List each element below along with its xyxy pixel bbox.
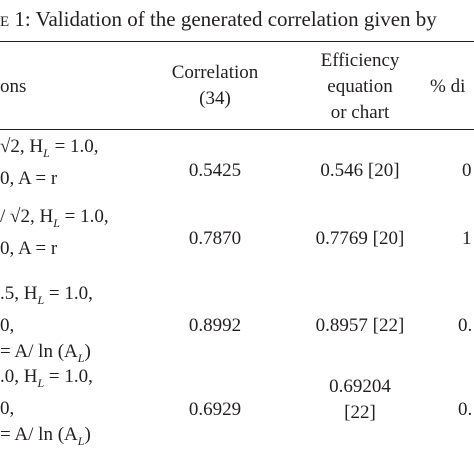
row-1-cond-tail: = 1.0, — [49, 136, 99, 157]
row-3-cond-line2: 0, — [0, 314, 15, 336]
header-conditions: ons — [0, 76, 27, 97]
row-4-efficiency-line1: 0.69204 — [329, 376, 391, 397]
table-row-2-conditions: / √2, HL = 1.0, 0, A = r — [0, 204, 160, 262]
row-4-cond-line2: 0, — [0, 397, 15, 419]
row-2-correlation: 0.7870 — [188, 228, 242, 249]
row-4-cond-line3-tail: ) — [84, 423, 91, 445]
top-rule — [0, 41, 474, 42]
header-percent-diff: % di — [430, 76, 466, 97]
row-1-cond-sub: L — [43, 145, 50, 160]
row-1-cond-line2: 0, A = r — [0, 167, 58, 189]
row-1-correlation: 0.5425 — [188, 160, 242, 181]
row-2-cond-sub: L — [53, 215, 60, 230]
header-correlation-line1: Correlation — [171, 62, 259, 83]
row-4-diff: 0. — [458, 399, 473, 420]
table-row-1-conditions: √2, HL = 1.0, 0, A = r — [0, 134, 160, 192]
row-2-cond-tail: = 1.0, — [59, 206, 109, 227]
row-3-cond-sub: L — [37, 292, 45, 307]
header-efficiency-line1: Efficiency — [320, 50, 400, 71]
caption-text: : Validation of the generated correlatio… — [24, 7, 437, 31]
header-correlation-line2: (34) — [199, 88, 231, 109]
row-4-cond-line3-sub: L — [77, 433, 85, 448]
row-4-cond-sub: L — [37, 375, 45, 390]
table-row-4-conditions: .0, HL = 1.0, 0, = A/ ln (AL) — [0, 364, 160, 454]
row-3-correlation: 0.8992 — [188, 315, 242, 336]
row-4-cond-tail: = 1.0, — [44, 366, 93, 387]
header-efficiency: Efficiency equation or chart — [290, 48, 430, 126]
header-rule — [0, 129, 474, 130]
row-4-cond-line3: = A/ ln (A — [0, 423, 78, 445]
row-3-efficiency: 0.8957 [22] — [315, 315, 405, 336]
row-4-efficiency: 0.69204 [22] — [290, 374, 430, 426]
row-3-cond-line3: = A/ ln (A — [0, 340, 78, 362]
row-3-cond-line3-tail: ) — [84, 340, 91, 362]
row-2-cond-line1: / √2, H — [0, 206, 54, 227]
row-4-efficiency-line2: [22] — [344, 402, 376, 423]
header-efficiency-line3: or chart — [330, 102, 390, 123]
row-4-cond-line1: .0, H — [0, 366, 38, 387]
row-2-efficiency: 0.7769 [20] — [315, 228, 405, 249]
table-row-3-conditions: .5, HL = 1.0, 0, = A/ ln (AL) — [0, 281, 160, 371]
header-correlation: Correlation (34) — [150, 60, 280, 112]
row-3-cond-tail: = 1.0, — [44, 283, 93, 304]
row-1-diff: 0 — [462, 160, 472, 181]
row-2-diff: 1 — [462, 228, 472, 249]
row-4-correlation: 0.6929 — [188, 399, 242, 420]
row-3-cond-line1: .5, H — [0, 283, 38, 304]
row-1-cond-line1: √2, H — [0, 136, 44, 157]
row-3-cond-line3-sub: L — [77, 350, 85, 365]
caption-prefix: e 1 — [0, 7, 25, 31]
row-1-efficiency: 0.546 [20] — [320, 160, 400, 181]
table-caption: e 1: Validation of the generated correla… — [0, 0, 474, 38]
row-2-cond-line2: 0, A = r — [0, 237, 58, 259]
row-3-diff: 0. — [458, 315, 473, 336]
header-efficiency-line2: equation — [327, 76, 393, 97]
